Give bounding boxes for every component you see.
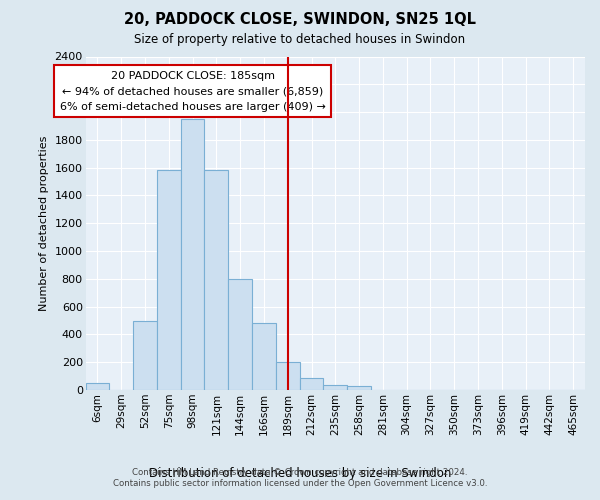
Bar — [252, 324, 276, 390]
Text: Size of property relative to detached houses in Swindon: Size of property relative to detached ho… — [134, 32, 466, 46]
Bar — [347, 386, 371, 390]
Bar — [157, 170, 181, 390]
Y-axis label: Number of detached properties: Number of detached properties — [39, 136, 49, 311]
Text: 20, PADDOCK CLOSE, SWINDON, SN25 1QL: 20, PADDOCK CLOSE, SWINDON, SN25 1QL — [124, 12, 476, 28]
Bar — [181, 119, 205, 390]
Bar — [133, 320, 157, 390]
Bar — [323, 385, 347, 390]
Text: Distribution of detached houses by size in Swindon: Distribution of detached houses by size … — [149, 468, 451, 480]
Bar — [205, 170, 228, 390]
Text: 20 PADDOCK CLOSE: 185sqm
← 94% of detached houses are smaller (6,859)
6% of semi: 20 PADDOCK CLOSE: 185sqm ← 94% of detach… — [59, 70, 326, 112]
Text: Contains HM Land Registry data © Crown copyright and database right 2024.
Contai: Contains HM Land Registry data © Crown c… — [113, 468, 487, 487]
Bar — [276, 362, 299, 390]
Bar — [86, 383, 109, 390]
Bar — [228, 279, 252, 390]
Bar — [299, 378, 323, 390]
